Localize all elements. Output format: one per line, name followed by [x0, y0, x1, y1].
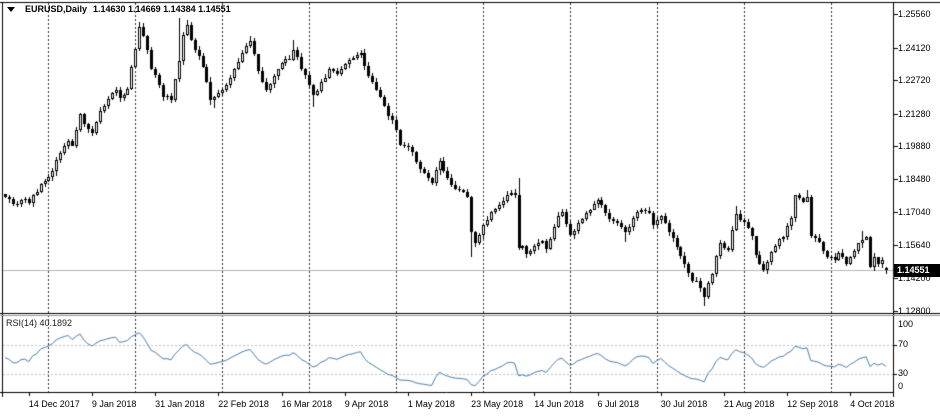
- time-tick-label: 30 Jul 2018: [660, 399, 708, 409]
- time-tick-label: 6 Jul 2018: [597, 399, 640, 409]
- time-tick-label: 22 Feb 2018: [218, 399, 269, 409]
- price-tick-label: 1.24120: [898, 42, 931, 53]
- time-tick-label: 16 Mar 2018: [281, 399, 333, 409]
- rsi-current-value: 40.1892: [39, 318, 73, 328]
- price-tick-label: 1.15640: [898, 239, 931, 250]
- time-tick-label: 12 Sep 2018: [787, 399, 839, 409]
- price-tick-label: 1.22720: [898, 74, 931, 85]
- price-tick-label: 1.19880: [898, 140, 931, 151]
- symbol-dropdown-icon[interactable]: [7, 6, 15, 12]
- rsi-scale-label: 0: [898, 381, 904, 391]
- pane-splitter[interactable]: [0, 312, 940, 317]
- rsi-scale-label: 70: [898, 339, 909, 349]
- time-tick-label: 31 Jan 2018: [155, 399, 205, 409]
- time-tick-label: 9 Apr 2018: [344, 399, 389, 409]
- current-price-tag: 1.14551: [894, 263, 940, 277]
- time-tick-label: 23 May 2018: [471, 399, 524, 409]
- price-tick-label: 1.25560: [898, 8, 931, 19]
- rsi-name: RSI(14): [6, 318, 38, 328]
- price-tick-label: 1.12800: [898, 305, 931, 316]
- time-tick-label: 9 Jan 2018: [91, 399, 137, 409]
- time-tick-label: 1 May 2018: [407, 399, 455, 409]
- time-tick-label: 14 Dec 2017: [28, 399, 80, 409]
- price-tick-label: 1.17040: [898, 206, 931, 217]
- symbol-timeframe-label: EURUSD,Daily: [25, 4, 88, 14]
- price-tick-label: 1.14200: [898, 272, 931, 283]
- chart-title-row: EURUSD,Daily 1.14630 1.14669 1.14384 1.1…: [7, 3, 231, 15]
- rsi-scale-label: 30: [898, 368, 909, 378]
- rsi-scale-label: 100: [898, 319, 914, 329]
- time-tick-label: 21 Aug 2018: [723, 399, 775, 409]
- price-tick-label: 1.18480: [898, 173, 931, 184]
- rsi-indicator-label: RSI(14) 40.1892: [6, 318, 72, 328]
- time-tick-label: 4 Oct 2018: [850, 399, 895, 409]
- ohlc-readout: 1.14630 1.14669 1.14384 1.14551: [93, 4, 231, 14]
- time-tick-label: 14 Jun 2018: [534, 399, 584, 409]
- price-tick-label: 1.21280: [898, 108, 931, 119]
